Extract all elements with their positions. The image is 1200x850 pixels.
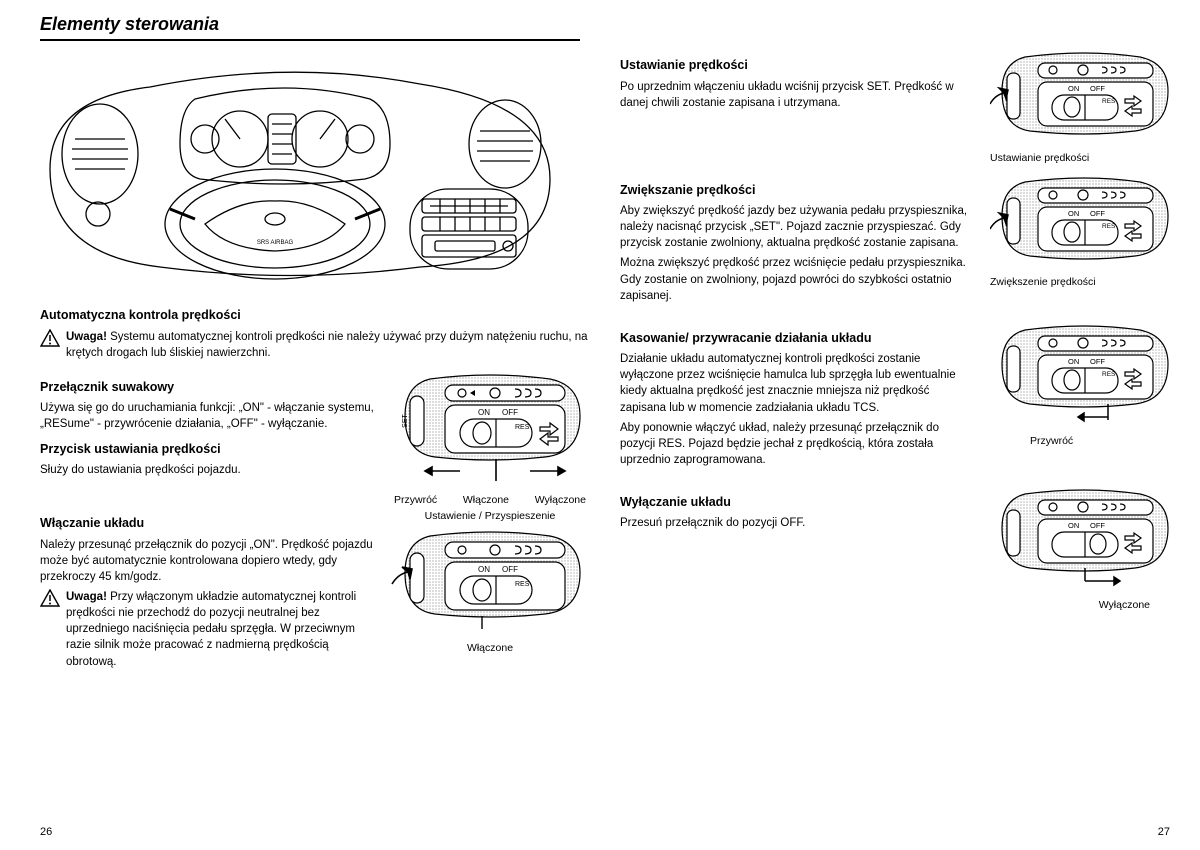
text-increase-b: Można zwiększyć prędkość przez wciśnięci… <box>620 255 976 303</box>
heading-cancel-restore: Kasowanie/ przywracanie działania układu <box>620 330 976 348</box>
svg-text:OFF: OFF <box>1090 209 1105 218</box>
page-title: Elementy sterowania <box>40 12 580 41</box>
warning-icon <box>40 329 60 347</box>
svg-text:SET: SET <box>402 413 409 427</box>
diagram-r2-caption: Zwiększenie prędkości <box>990 275 1170 290</box>
svg-text:RES: RES <box>1102 223 1116 230</box>
right-column: Ustawianie prędkości Po uprzednim włącze… <box>620 49 1170 679</box>
heading-increase: Zwiększanie prędkości <box>620 182 976 200</box>
diagram-1-labels: Przywróć Włączone Wyłączone <box>390 493 590 508</box>
page-number-right: 27 <box>1158 825 1170 840</box>
switch-diagram-r3: ON OFF RES <box>990 322 1170 427</box>
svg-text:ON: ON <box>1068 84 1079 93</box>
svg-text:OFF: OFF <box>502 565 518 574</box>
text-increase-a: Aby zwiększyć prędkość jazdy bez używani… <box>620 203 976 251</box>
heading-slider: Przełącznik suwakowy <box>40 379 376 397</box>
switch-diagram-1: SET ON OFF RES <box>390 371 590 486</box>
heading-auto-speed: Automatyczna kontrola prędkości <box>40 307 590 325</box>
svg-text:OFF: OFF <box>502 408 518 417</box>
switch-diagram-2: ON OFF RES <box>390 524 590 634</box>
svg-text:ON: ON <box>1068 209 1079 218</box>
text-cancel-b: Aby ponownie włączyć układ, należy przes… <box>620 420 976 468</box>
svg-text:SRS AIRBAG: SRS AIRBAG <box>257 240 294 246</box>
svg-text:ON: ON <box>478 408 490 417</box>
diagram-r4-caption: Wyłączone <box>990 598 1170 613</box>
heading-set-speed: Ustawianie prędkości <box>620 57 976 75</box>
warning-1-text: Uwaga! Systemu automatycznej kontroli pr… <box>66 329 590 361</box>
text-cancel-a: Działanie układu automatycznej kontroli … <box>620 351 976 415</box>
heading-enable: Włączanie układu <box>40 515 376 533</box>
dashboard-illustration: SRS AIRBAG <box>40 49 560 289</box>
page-number-left: 26 <box>40 825 52 840</box>
svg-text:RES: RES <box>1102 98 1116 105</box>
svg-text:ON: ON <box>478 565 490 574</box>
switch-diagram-r1: ON OFF RES <box>990 49 1170 144</box>
text-enable: Należy przesunąć przełącznik do pozycji … <box>40 537 376 585</box>
svg-text:RES: RES <box>515 424 530 431</box>
svg-text:RES: RES <box>515 581 530 588</box>
text-set-button: Służy do ustawiania prędkości pojazdu. <box>40 462 376 478</box>
switch-diagram-r2: ON OFF RES <box>990 174 1170 269</box>
diagram-r1-caption: Ustawianie prędkości <box>990 151 1170 166</box>
heading-set-button: Przycisk ustawiania prędkości <box>40 441 376 459</box>
svg-text:OFF: OFF <box>1090 521 1105 530</box>
svg-text:RES: RES <box>1102 371 1116 378</box>
heading-off: Wyłączanie układu <box>620 494 976 512</box>
svg-text:ON: ON <box>1068 521 1079 530</box>
warning-2-text: Uwaga! Przy włączonym układzie automatyc… <box>66 589 376 669</box>
text-set-speed: Po uprzednim włączeniu układu wciśnij pr… <box>620 79 976 111</box>
warning-icon <box>40 589 60 607</box>
text-off: Przesuń przełącznik do pozycji OFF. <box>620 515 976 531</box>
text-slider: Używa się go do uruchamiania funkcji: „O… <box>40 400 376 432</box>
diagram-2-bottom-caption: Włączone <box>390 641 590 656</box>
left-column: SRS AIRBAG <box>40 49 590 679</box>
svg-text:OFF: OFF <box>1090 84 1105 93</box>
svg-text:OFF: OFF <box>1090 357 1105 366</box>
switch-diagram-r4: ON OFF <box>990 486 1170 591</box>
diagram-r3-caption: Przywróć <box>990 434 1170 449</box>
diagram-2-top-caption: Ustawienie / Przyspieszenie <box>390 509 590 524</box>
svg-text:ON: ON <box>1068 357 1079 366</box>
